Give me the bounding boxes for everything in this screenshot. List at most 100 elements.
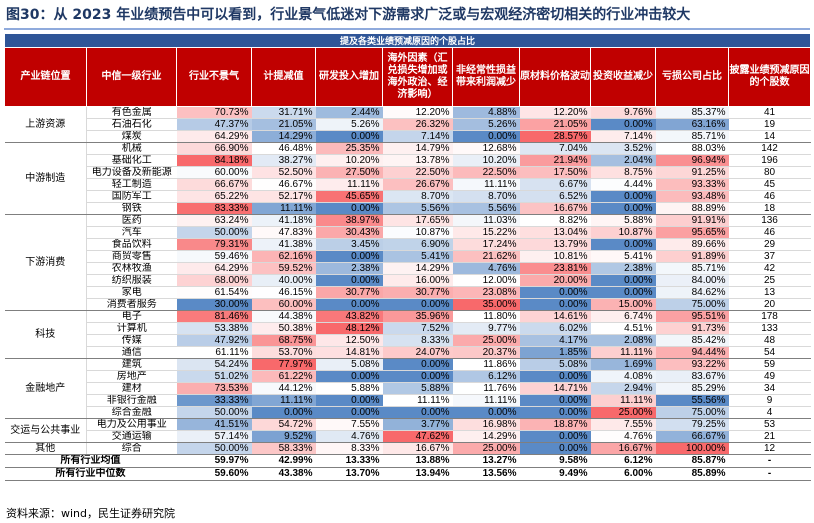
table-body: 上游资源 有色金属 70.73% 31.71% 2.44% 12.20% 4.88% 12.2… <box>4 106 811 481</box>
value-cell: 14.71% <box>519 382 591 395</box>
count-cell: 4 <box>728 406 811 419</box>
value-cell: 88.89% <box>655 202 729 215</box>
value-cell: 66.67% <box>176 178 252 191</box>
value-cell: 95.65% <box>655 226 729 239</box>
value-cell: 16.98% <box>452 418 520 431</box>
industry-cell: 通信 <box>86 346 177 359</box>
count-cell: 19 <box>728 118 811 131</box>
value-cell: 16.67% <box>590 442 656 455</box>
table-row: 交运与公共事业 电力及公用事业 41.51% 54.72% 7.55% 3.77% 16.9… <box>4 418 811 443</box>
figure-title: 图30：从 2023 年业绩预告中可以看到，行业景气低迷对下游需求广泛或与宏观经… <box>6 7 691 23</box>
value-cell: 44.38% <box>251 310 316 323</box>
value-cell: 5.41% <box>382 250 453 263</box>
column-header: 产业链位置 <box>4 47 87 107</box>
industry-cell: 综合金融 <box>86 406 177 419</box>
table-row: 综合金融 50.00% 0.00% 0.00% 0.00% 0.00% 0.00% 25.00… <box>5 406 811 419</box>
value-cell: 81.46% <box>176 310 252 323</box>
value-cell: 2.44% <box>315 106 383 119</box>
value-cell: 25.00% <box>452 442 520 455</box>
value-cell: 35.00% <box>452 298 520 311</box>
value-cell: 11.11% <box>251 394 316 407</box>
column-header: 非经常性损益带来利润减少 <box>452 47 520 107</box>
value-cell: 3.77% <box>382 418 453 431</box>
value-cell: 47.62% <box>382 430 453 443</box>
value-cell: 59.46% <box>176 250 252 263</box>
value-cell: 5.26% <box>315 118 383 131</box>
column-header: 研发投入增加 <box>315 47 383 107</box>
value-cell: 22.50% <box>452 166 520 179</box>
value-cell: 8.75% <box>590 166 656 179</box>
value-cell: 7.14% <box>590 130 656 143</box>
value-cell: 48.12% <box>315 322 383 335</box>
value-cell: 55.56% <box>655 394 729 407</box>
value-cell: 6.67% <box>519 178 591 191</box>
value-cell: 18.87% <box>519 418 591 431</box>
value-cell: 38.97% <box>315 214 383 227</box>
count-cell: 41 <box>728 106 811 119</box>
value-cell: 4.08% <box>590 370 656 383</box>
value-cell: 2.08% <box>590 334 656 347</box>
value-cell: 11.80% <box>452 310 520 323</box>
count-cell: 133 <box>728 322 811 335</box>
count-cell: 25 <box>728 274 811 287</box>
value-cell: 3.45% <box>315 238 383 251</box>
count-cell: 13 <box>728 286 811 299</box>
value-cell: 64.29% <box>176 130 252 143</box>
value-cell: 0.00% <box>382 406 453 419</box>
value-cell: 5.88% <box>315 382 383 395</box>
value-cell: 46.48% <box>251 142 316 155</box>
chain-position-cell: 上游资源 <box>4 106 87 143</box>
table-row: 食品饮料 79.31% 41.38% 3.45% 6.90% 17.24% 13.79% 0.… <box>5 238 811 251</box>
value-cell: 0.00% <box>452 130 520 143</box>
table-row: 上游资源 有色金属 70.73% 31.71% 2.44% 12.20% 4.88% 12.2… <box>4 106 811 143</box>
value-cell: 1.69% <box>590 358 656 371</box>
value-cell: 14.79% <box>382 142 453 155</box>
value-cell: 9.77% <box>452 322 520 335</box>
value-cell: 16.67% <box>519 202 591 215</box>
value-cell: 93.22% <box>655 358 729 371</box>
table-row: 农林牧渔 64.29% 59.52% 2.38% 14.29% 4.76% 23.81% 2.… <box>5 262 811 275</box>
count-cell: 20 <box>728 298 811 311</box>
value-cell: 17.24% <box>452 238 520 251</box>
value-cell: 13.78% <box>382 154 453 167</box>
value-cell: 70.73% <box>176 106 252 119</box>
value-cell: 0.00% <box>519 394 591 407</box>
value-cell: 100.00% <box>655 442 729 455</box>
summary-value-cell: 9.49% <box>519 467 591 481</box>
value-cell: 28.57% <box>519 130 591 143</box>
column-header: 原材料价格波动 <box>519 47 591 107</box>
industry-cell: 消费者服务 <box>86 298 177 311</box>
count-cell: 18 <box>728 202 811 215</box>
value-cell: 83.67% <box>655 370 729 383</box>
value-cell: 0.00% <box>315 250 383 263</box>
value-cell: 66.67% <box>655 430 729 443</box>
count-cell: 142 <box>728 142 811 155</box>
value-cell: 7.14% <box>382 130 453 143</box>
summary-value-cell: 59.60% <box>176 467 252 481</box>
summary-value-cell: 42.99% <box>251 454 316 468</box>
industry-table: 提及各类业绩预减原因的个股占比 产业链位置 中信一级行业 行业不景气 计提减值 … <box>3 33 812 481</box>
value-cell: 59.52% <box>251 262 316 275</box>
value-cell: 61.22% <box>251 370 316 383</box>
summary-value-cell: 13.70% <box>315 467 383 481</box>
industry-cell: 轻工制造 <box>86 178 177 191</box>
value-cell: 20.37% <box>452 346 520 359</box>
value-cell: 94.44% <box>655 346 729 359</box>
value-cell: 12.68% <box>452 142 520 155</box>
value-cell: 0.00% <box>382 358 453 371</box>
column-header: 披露业绩预减原因的个股数 <box>727 47 812 107</box>
title-divider <box>4 28 810 30</box>
industry-cell: 有色金属 <box>86 106 177 119</box>
value-cell: 16.67% <box>382 442 453 455</box>
industry-cell: 基础化工 <box>86 154 177 167</box>
value-cell: 8.70% <box>452 190 520 203</box>
value-cell: 24.07% <box>382 346 453 359</box>
value-cell: 15.00% <box>590 298 656 311</box>
value-cell: 73.53% <box>176 382 252 395</box>
value-cell: 12.00% <box>452 274 520 287</box>
table-row: 钢铁 83.33% 11.11% 0.00% 5.56% 5.56% 16.67% 0.00%… <box>5 202 811 215</box>
column-header: 行业不景气 <box>176 47 252 107</box>
industry-cell: 国防军工 <box>86 190 177 203</box>
value-cell: 11.11% <box>452 178 520 191</box>
value-cell: 26.32% <box>382 118 453 131</box>
